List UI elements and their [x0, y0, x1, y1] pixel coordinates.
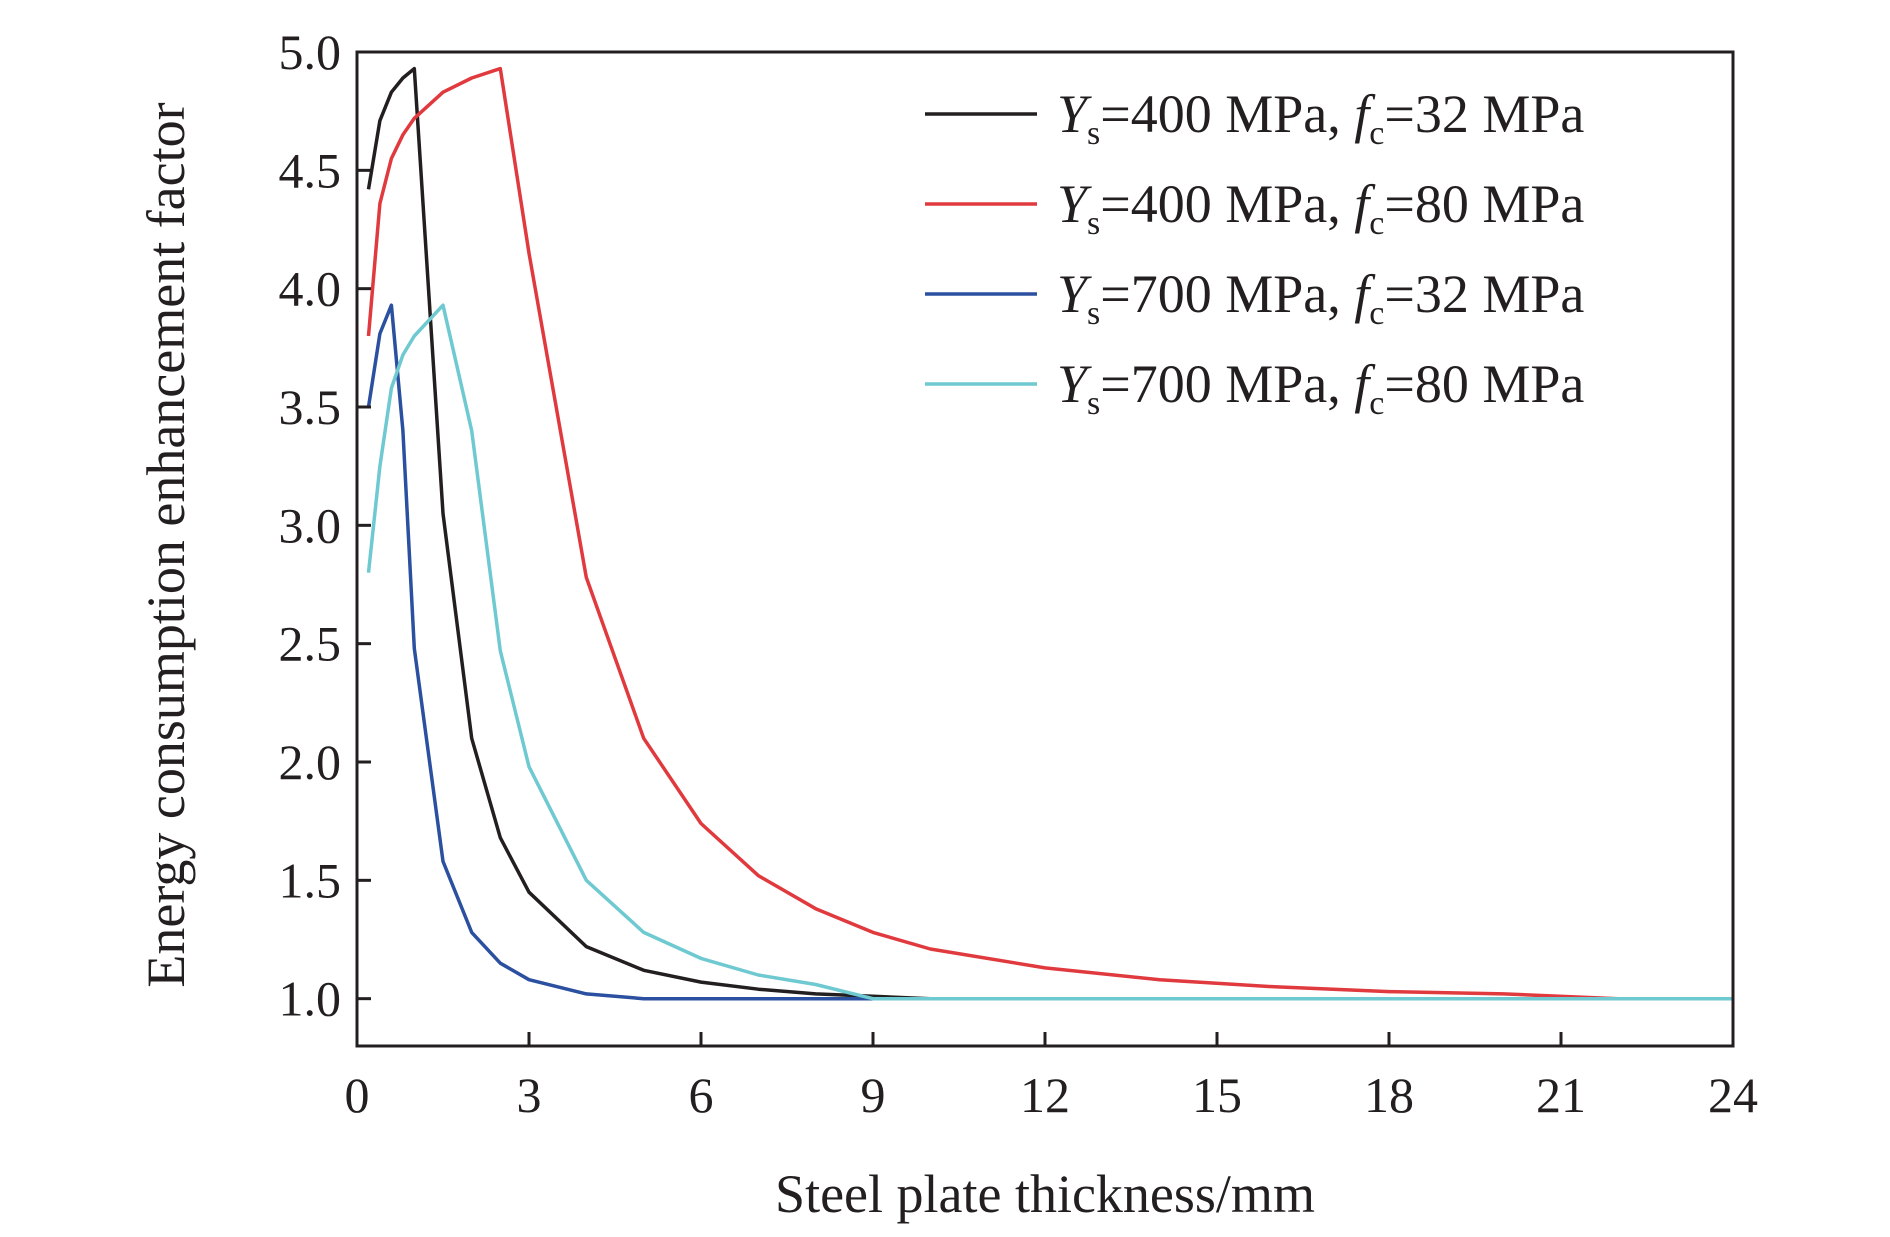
y-tick-label: 1.5: [279, 852, 342, 908]
legend-label-2: Ys=400 MPa, fc=80 MPa: [1057, 174, 1584, 242]
legend: Ys=400 MPa, fc=32 MPa Ys=400 MPa, fc=80 M…: [925, 84, 1584, 422]
legend-label-3: Ys=700 MPa, fc=32 MPa: [1057, 264, 1584, 332]
y-tick-label: 4.0: [279, 261, 342, 317]
x-axis-title: Steel plate thickness/mm: [775, 1164, 1315, 1224]
y-tick-label: 5.0: [279, 24, 342, 80]
y-tick-label: 1.0: [279, 971, 342, 1027]
series-line-1: [366, 66, 1733, 1001]
series-line-4: [366, 303, 1733, 1001]
y-tick-label: 3.5: [279, 379, 342, 435]
legend-label-4: Ys=700 MPa, fc=80 MPa: [1057, 354, 1584, 422]
x-tick-label: 0: [345, 1067, 370, 1123]
x-tick-label: 24: [1708, 1067, 1758, 1123]
series-line-3: [366, 303, 1733, 1001]
x-tick-label: 18: [1364, 1067, 1414, 1123]
x-tick-label: 21: [1536, 1067, 1586, 1123]
x-tick-label: 15: [1192, 1067, 1242, 1123]
tick-layer: 0 3 6 9 12 15 18 21 24 1.0 1.5 2.0 2.5 3.0 3.5 4.0 4.5 5.…: [279, 24, 1759, 1123]
x-tick-label: 9: [861, 1067, 886, 1123]
series-line-2: [366, 66, 1733, 1001]
y-axis-title: Energy consumption enhancement factor: [136, 102, 196, 987]
y-tick-label: 3.0: [279, 497, 342, 553]
legend-label-1: Ys=400 MPa, fc=32 MPa: [1057, 84, 1584, 152]
y-tick-label: 4.5: [279, 142, 342, 198]
y-tick-label: 2.0: [279, 734, 342, 790]
y-tick-label: 2.5: [279, 616, 342, 672]
series-layer: [366, 66, 1733, 1001]
x-tick-label: 3: [517, 1067, 542, 1123]
x-tick-label: 12: [1020, 1067, 1070, 1123]
x-tick-label: 6: [689, 1067, 714, 1123]
